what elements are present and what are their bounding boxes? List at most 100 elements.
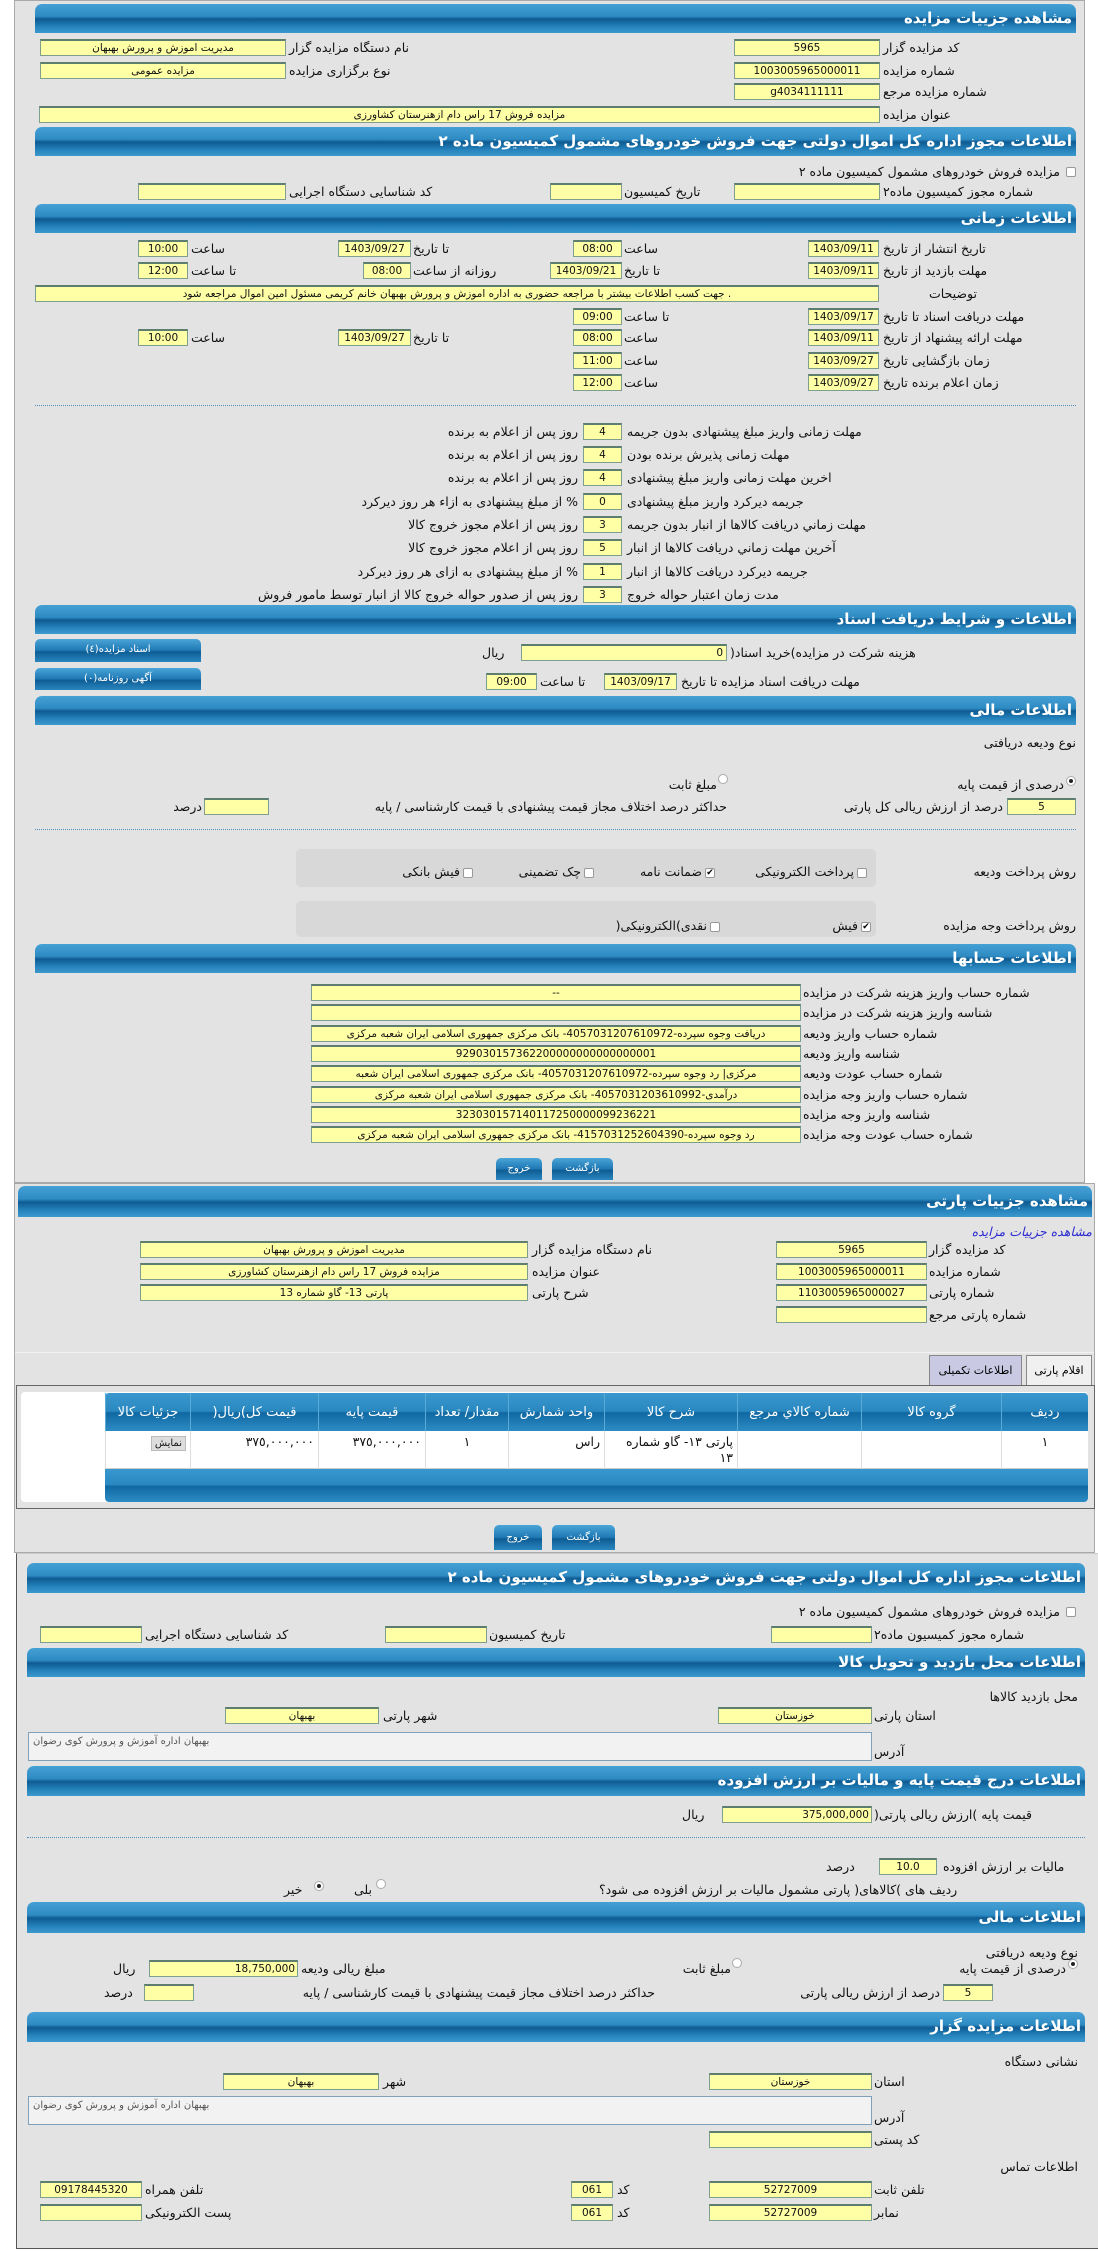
payment-option[interactable]: فیش بانکی — [402, 864, 473, 880]
penalty-value-field[interactable]: 0 — [583, 493, 622, 510]
column-header[interactable]: جزئیات کالا — [105, 1393, 190, 1431]
penalty-value-field[interactable]: 1 — [583, 563, 622, 580]
checkbox-icon[interactable] — [584, 867, 594, 878]
docs-deadline-time-field[interactable]: 09:00 — [486, 673, 537, 690]
tab-additional-info[interactable]: اطلاعات تکمیلی — [929, 1355, 1022, 1385]
vat-field[interactable]: 10.0 — [879, 1858, 937, 1875]
visit-to-date[interactable]: 1403/09/21 — [550, 262, 622, 279]
checked-checkbox-icon[interactable]: ✔ — [861, 921, 871, 932]
fax-code-field[interactable]: 061 — [571, 2204, 613, 2221]
base-price-field[interactable]: 375,000,000 — [722, 1806, 872, 1823]
party-city-field[interactable]: بهبهان — [225, 1707, 379, 1724]
account-value-field[interactable]: 323030157140117250000099236221 — [311, 1106, 801, 1123]
offer-to-date[interactable]: 1403/09/27 — [338, 329, 411, 346]
participation-fee-field[interactable]: 0 — [521, 644, 727, 661]
payment-option[interactable]: چک تضمینی — [519, 864, 594, 880]
back-button[interactable]: بازگشت — [552, 1158, 613, 1180]
party-auctioneer-org[interactable]: مدیریت اموزش و پرورش بهبهان — [140, 1241, 528, 1258]
checkbox-icon[interactable] — [857, 867, 867, 878]
publish-from-time[interactable]: 08:00 — [573, 240, 622, 257]
permit-checkbox[interactable] — [1066, 1607, 1076, 1617]
city-field[interactable]: بهبهان — [223, 2073, 379, 2090]
show-details-button[interactable]: نمایش — [150, 1436, 186, 1451]
column-header[interactable]: ردیف — [1001, 1393, 1088, 1431]
column-header[interactable]: شرح کالا — [604, 1393, 737, 1431]
column-header[interactable]: قیمت پایه — [318, 1393, 425, 1431]
visit-from-time[interactable]: 08:00 — [363, 262, 411, 279]
radio-fixed-amount[interactable] — [732, 1958, 742, 1968]
docs-deadline-time[interactable]: 09:00 — [573, 308, 622, 325]
exec-code-field[interactable] — [40, 1626, 142, 1643]
auction-details-link[interactable]: مشاهده جزییات مزایده — [971, 1224, 1092, 1239]
winner-date[interactable]: 1403/09/27 — [808, 374, 879, 391]
radio-vat-no[interactable] — [314, 1881, 324, 1891]
radio-fixed-amount[interactable] — [718, 774, 728, 784]
account-value-field[interactable] — [311, 1004, 801, 1021]
newspaper-ads-button[interactable]: آگهی روزنامه(۰) — [35, 668, 201, 690]
account-value-field[interactable]: دریافت وجوه سپرده-4057031207610972- بانک… — [311, 1025, 801, 1042]
auction-type-field[interactable]: مزایده عمومی — [40, 62, 286, 79]
province-field[interactable]: خوزستان — [709, 2073, 872, 2090]
publish-to-time[interactable]: 10:00 — [138, 240, 188, 257]
visit-from-date[interactable]: 1403/09/11 — [808, 262, 879, 279]
party-number-field[interactable]: 1103005965000027 — [776, 1284, 927, 1301]
account-value-field[interactable]: -- — [311, 984, 801, 1001]
mobile-field[interactable]: 09178445320 — [40, 2181, 142, 2198]
postal-code-field[interactable] — [709, 2131, 872, 2148]
column-header[interactable]: واحد شمارش — [508, 1393, 604, 1431]
permit-number-field[interactable] — [771, 1626, 872, 1643]
fax-field[interactable]: 52727009 — [709, 2204, 872, 2221]
commission-date-field[interactable] — [385, 1626, 487, 1643]
commission-date-field[interactable] — [550, 183, 622, 200]
penalty-value-field[interactable]: 4 — [583, 469, 622, 486]
docs-deadline-date[interactable]: 1403/09/17 — [808, 308, 879, 325]
phone-field[interactable]: 52727009 — [709, 2181, 872, 2198]
exec-code-field[interactable] — [138, 183, 286, 200]
deposit-percent-field[interactable]: 5 — [943, 1984, 993, 2001]
max-diff-field[interactable] — [204, 798, 269, 815]
permit-number-field[interactable] — [734, 183, 880, 200]
penalty-value-field[interactable]: 4 — [583, 423, 622, 440]
penalty-value-field[interactable]: 3 — [583, 586, 622, 603]
winner-time[interactable]: 12:00 — [573, 374, 622, 391]
party-address-field[interactable]: بهبهان اداره آموزش و پرورش کوی رضوان — [28, 1732, 872, 1761]
permit-checkbox[interactable] — [1066, 167, 1076, 177]
account-value-field[interactable]: درآمدی-4057031203610992- بانک مرکزی جمهو… — [311, 1086, 801, 1103]
opening-date[interactable]: 1403/09/27 — [808, 352, 879, 369]
deposit-percent-field[interactable]: 5 — [1007, 798, 1076, 815]
exit-button[interactable]: خروج — [496, 1158, 542, 1180]
party-desc-field[interactable]: پارتی 13- گاو شماره 13 — [140, 1284, 528, 1301]
penalty-value-field[interactable]: 3 — [583, 516, 622, 533]
account-value-field[interactable]: 929030157362200000000000000001 — [311, 1045, 801, 1062]
payment-option[interactable]: ✔ضمانت نامه — [640, 864, 715, 880]
radio-vat-yes[interactable] — [376, 1879, 386, 1889]
party-ref-field[interactable] — [776, 1306, 927, 1323]
radio-percent-of-base[interactable] — [1068, 1959, 1078, 1969]
payment-option[interactable]: ✔فیش — [832, 918, 871, 934]
account-value-field[interactable]: مرکزی| رد وجوه سپرده-4057031207610972- ب… — [311, 1065, 801, 1082]
email-field[interactable] — [40, 2204, 142, 2221]
column-header[interactable]: گروه کالا — [861, 1393, 1001, 1431]
checkbox-icon[interactable] — [710, 921, 720, 932]
opening-time[interactable]: 11:00 — [573, 352, 622, 369]
back-button[interactable]: بازگشت — [552, 1525, 615, 1550]
deposit-amount-field[interactable]: 18,750,000 — [149, 1960, 298, 1977]
exit-button[interactable]: خروج — [494, 1525, 542, 1550]
visit-to-time[interactable]: 12:00 — [138, 262, 188, 279]
party-auction-subject[interactable]: مزایده فروش 17 راس دام ازهنرستان کشاورزی — [140, 1263, 528, 1280]
description-field[interactable]: . جهت کسب اطلاعات بیشتر با مراجعه حضوری … — [35, 285, 879, 302]
penalty-value-field[interactable]: 5 — [583, 539, 622, 556]
column-header[interactable]: مقدار/ تعداد — [425, 1393, 508, 1431]
auction-ref-field[interactable]: g4034111111 — [734, 83, 880, 100]
payment-option[interactable]: نقدی)الکترونیکی( — [616, 918, 720, 934]
phone-code-field[interactable]: 061 — [571, 2181, 613, 2198]
radio-percent-of-base[interactable] — [1066, 776, 1076, 786]
checkbox-icon[interactable] — [463, 867, 473, 878]
offer-from-date[interactable]: 1403/09/11 — [808, 329, 879, 346]
offer-to-time[interactable]: 10:00 — [138, 329, 188, 346]
party-province-field[interactable]: خوزستان — [718, 1707, 872, 1724]
publish-to-date[interactable]: 1403/09/27 — [338, 240, 411, 257]
tab-party-items[interactable]: اقلام پارتی — [1026, 1355, 1092, 1385]
column-header[interactable]: قیمت کل)ریال( — [190, 1393, 318, 1431]
auction-subject-field[interactable]: مزایده فروش 17 راس دام ازهنرستان کشاورزی — [39, 106, 880, 123]
